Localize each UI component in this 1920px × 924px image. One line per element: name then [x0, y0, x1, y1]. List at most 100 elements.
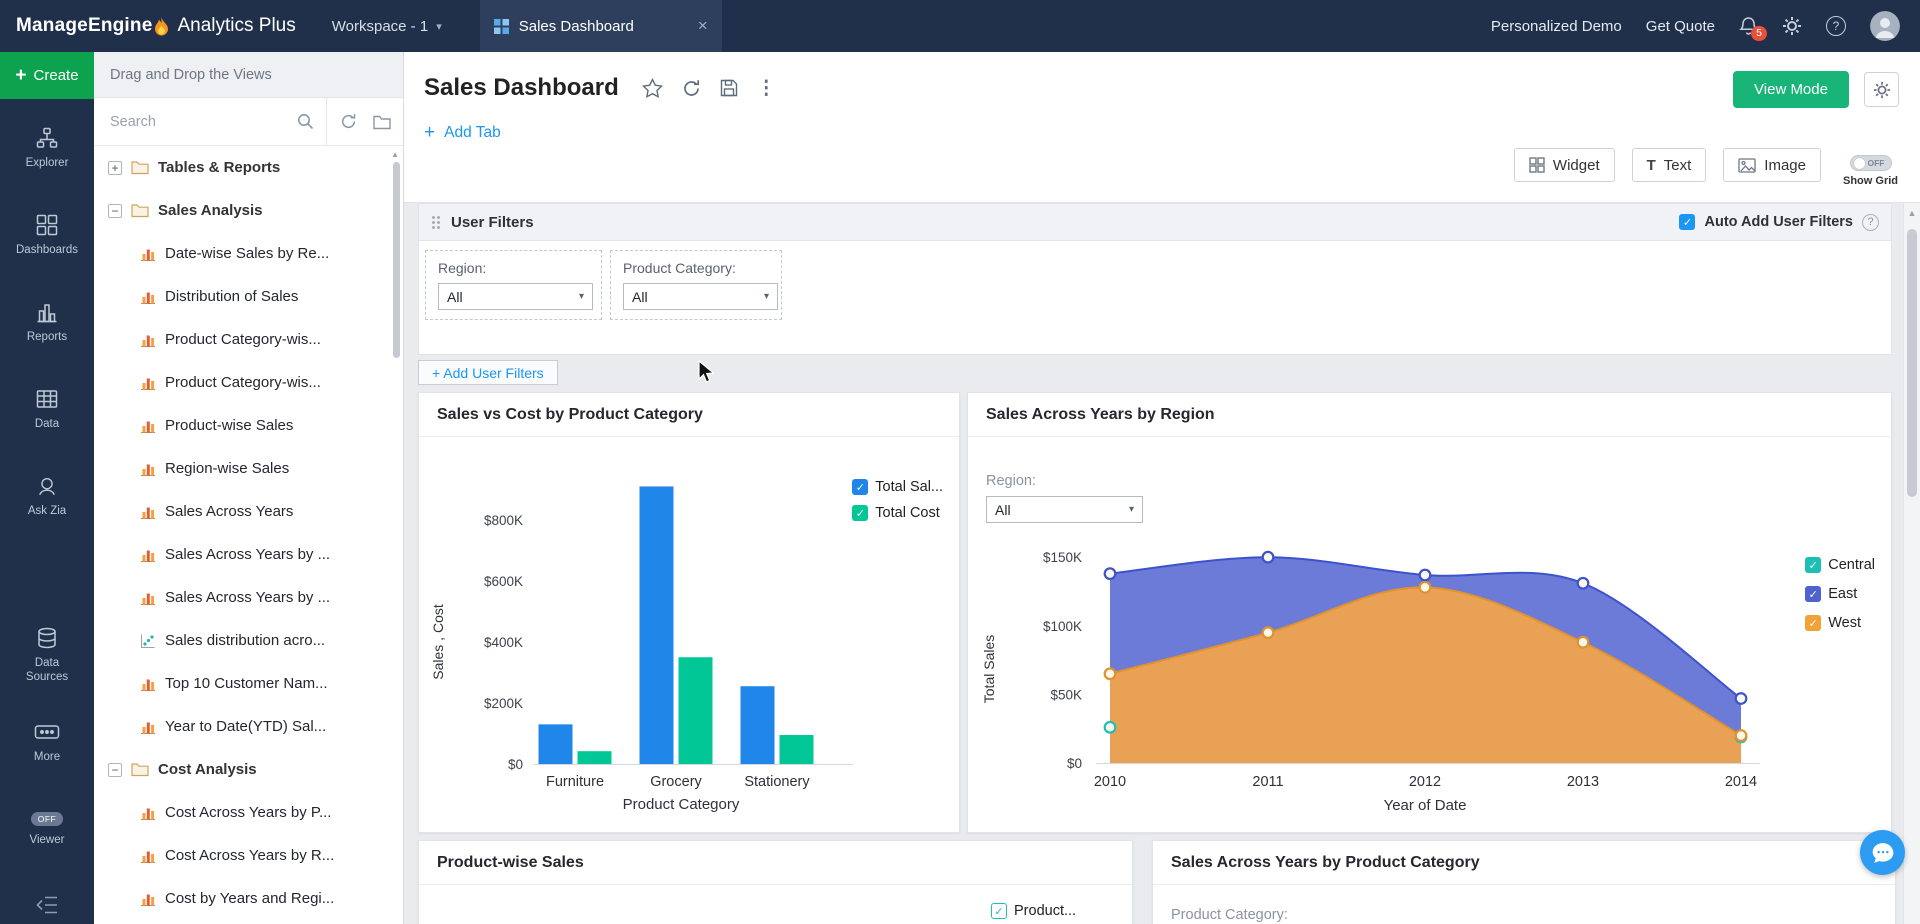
region-filter-select[interactable]: All ▾ — [986, 496, 1143, 523]
tree-view-product-category-wis[interactable]: Product Category-wis... — [94, 361, 403, 404]
sidebar-item-dashboards[interactable]: Dashboards — [0, 192, 94, 279]
scrollbar-thumb[interactable] — [1907, 229, 1917, 497]
viewer-off-toggle[interactable]: OFF — [31, 812, 64, 826]
bar-total-sal-stationery[interactable] — [741, 686, 775, 764]
collapse-icon[interactable]: − — [108, 763, 122, 777]
legend-item-product[interactable]: ✓ Product... — [991, 903, 1076, 919]
bar-total-sal-furniture[interactable] — [539, 724, 573, 764]
tree-view-distribution-of-sales[interactable]: Distribution of Sales — [94, 275, 403, 318]
sidebar-item-reports[interactable]: Reports — [0, 279, 94, 366]
bar-total-cost-stationery[interactable] — [780, 735, 814, 764]
marker-west-2012[interactable] — [1420, 582, 1431, 593]
tree-folder-cost-analysis[interactable]: −Cost Analysis — [94, 748, 403, 791]
tree-view-region-wise-sales[interactable]: Region-wise Sales — [94, 447, 403, 490]
text-button[interactable]: T Text — [1632, 148, 1707, 182]
filter-dropdown[interactable]: All▾ — [438, 283, 593, 310]
notifications-bell-icon[interactable]: 5 — [1739, 16, 1758, 36]
tree-view-product-wise-sales[interactable]: Product-wise Sales — [94, 404, 403, 447]
sidebar-item-explorer[interactable]: Explorer — [0, 105, 94, 192]
tree-view-year-to-date-ytd-sal[interactable]: Year to Date(YTD) Sal... — [94, 705, 403, 748]
legend-item-total-cost[interactable]: ✓Total Cost — [852, 505, 943, 521]
tree-view-cost-across-years-by-p[interactable]: Cost Across Years by P... — [94, 791, 403, 834]
add-user-filters-button[interactable]: + Add User Filters — [418, 360, 558, 385]
tree-view-cost-by-years-and-regi[interactable]: Cost by Years and Regi... — [94, 877, 403, 920]
marker-east-2013[interactable] — [1578, 578, 1589, 589]
personalized-demo-link[interactable]: Personalized Demo — [1491, 18, 1622, 35]
legend-item-total-sal[interactable]: ✓Total Sal... — [852, 479, 943, 495]
marker-east-2010[interactable] — [1105, 568, 1116, 579]
expand-icon[interactable]: + — [108, 161, 122, 175]
folder-view-icon[interactable] — [365, 105, 399, 139]
tree-view-date-wise-sales-by-re[interactable]: Date-wise Sales by Re... — [94, 232, 403, 275]
filter-dropdown[interactable]: All▾ — [623, 283, 778, 310]
chat-support-button[interactable] — [1860, 830, 1905, 875]
legend-item-east[interactable]: ✓East — [1805, 586, 1875, 602]
brand-logo[interactable]: ManageEngine Analytics Plus — [0, 15, 306, 37]
sidebar-item-data[interactable]: Data — [0, 366, 94, 453]
save-icon[interactable] — [720, 79, 738, 97]
sidebar-item-more[interactable]: More — [0, 699, 94, 786]
tree-view-cost-across-years-by-r[interactable]: Cost Across Years by R... — [94, 834, 403, 877]
legend-item-west[interactable]: ✓West — [1805, 615, 1875, 631]
main-scrollbar[interactable]: ▲ — [1903, 203, 1920, 924]
legend-checkbox[interactable]: ✓ — [1805, 615, 1821, 631]
marker-east-2012[interactable] — [1420, 570, 1431, 581]
toggle-pill[interactable]: OFF — [1850, 155, 1892, 171]
tree-view-sales-across-years[interactable]: Sales Across Years — [94, 490, 403, 533]
tree-folder-tables-reports[interactable]: +Tables & Reports — [94, 146, 403, 189]
get-quote-link[interactable]: Get Quote — [1646, 18, 1715, 35]
legend-checkbox[interactable]: ✓ — [1805, 586, 1821, 602]
legend-checkbox[interactable]: ✓ — [852, 479, 868, 495]
sidebar-item-data-sources[interactable]: Data Sources — [0, 612, 94, 699]
view-mode-button[interactable]: View Mode — [1733, 71, 1849, 108]
tree-view-sales-across-years-by[interactable]: Sales Across Years by ... — [94, 533, 403, 576]
bar-total-sal-grocery[interactable] — [640, 486, 674, 764]
sidebar-item-ask-zia[interactable]: Ask Zia — [0, 453, 94, 540]
legend-item-central[interactable]: ✓Central — [1805, 557, 1875, 573]
marker-east-2011[interactable] — [1263, 552, 1274, 563]
marker-west-2010[interactable] — [1105, 669, 1116, 680]
auto-add-user-filters-checkbox[interactable]: ✓ — [1679, 214, 1695, 230]
help-icon[interactable]: ? — [1862, 214, 1879, 231]
tree-view-sales-distribution-acro[interactable]: Sales distribution acro... — [94, 619, 403, 662]
tree-folder-sales-analysis[interactable]: −Sales Analysis — [94, 189, 403, 232]
scroll-up-icon[interactable]: ▲ — [391, 150, 399, 159]
add-tab-button[interactable]: + Add Tab — [424, 122, 501, 144]
marker-west-2013[interactable] — [1578, 637, 1589, 648]
search-input[interactable]: Search — [94, 98, 326, 145]
marker-west-2014[interactable] — [1736, 730, 1747, 741]
widget-button[interactable]: Widget — [1514, 148, 1615, 182]
bar-total-cost-furniture[interactable] — [578, 751, 612, 764]
workspace-selector[interactable]: Workspace - 1 ▾ — [332, 0, 442, 52]
tree-view-product-category-wis[interactable]: Product Category-wis... — [94, 318, 403, 361]
refresh-icon[interactable] — [682, 79, 701, 98]
marker-central-2010[interactable] — [1105, 722, 1116, 733]
tree-view-top-10-customer-nam[interactable]: Top 10 Customer Nam... — [94, 662, 403, 705]
tree-scrollbar[interactable] — [393, 162, 400, 358]
help-icon[interactable]: ? — [1826, 16, 1846, 36]
sidebar-item-viewer[interactable]: OFFViewer — [0, 786, 94, 873]
collapse-icon[interactable]: − — [108, 204, 122, 218]
marker-west-2011[interactable] — [1263, 627, 1274, 638]
drag-handle-icon[interactable] — [431, 215, 441, 230]
create-button[interactable]: + Create — [0, 52, 94, 99]
search-icon[interactable] — [297, 113, 314, 130]
close-icon[interactable]: × — [698, 16, 708, 36]
legend-checkbox[interactable]: ✓ — [852, 505, 868, 521]
more-options-kebab-icon[interactable]: ⋮ — [757, 77, 776, 100]
refresh-icon[interactable] — [331, 105, 365, 139]
user-avatar[interactable] — [1870, 11, 1900, 41]
collapse-sidebar-icon[interactable] — [0, 896, 94, 914]
show-grid-toggle[interactable]: OFF Show Grid — [1843, 155, 1898, 187]
image-button[interactable]: Image — [1723, 148, 1821, 182]
favorite-star-icon[interactable] — [642, 78, 663, 98]
bar-total-cost-grocery[interactable] — [679, 657, 713, 764]
dashboard-settings-button[interactable] — [1864, 72, 1899, 107]
legend-checkbox[interactable]: ✓ — [991, 903, 1007, 919]
scroll-up-icon[interactable]: ▲ — [1904, 203, 1920, 218]
tree-view-sales-across-years-by[interactable]: Sales Across Years by ... — [94, 576, 403, 619]
tab-sales-dashboard[interactable]: Sales Dashboard × — [480, 0, 722, 52]
marker-east-2014[interactable] — [1736, 693, 1747, 704]
settings-gear-icon[interactable] — [1782, 16, 1802, 36]
legend-checkbox[interactable]: ✓ — [1805, 557, 1821, 573]
